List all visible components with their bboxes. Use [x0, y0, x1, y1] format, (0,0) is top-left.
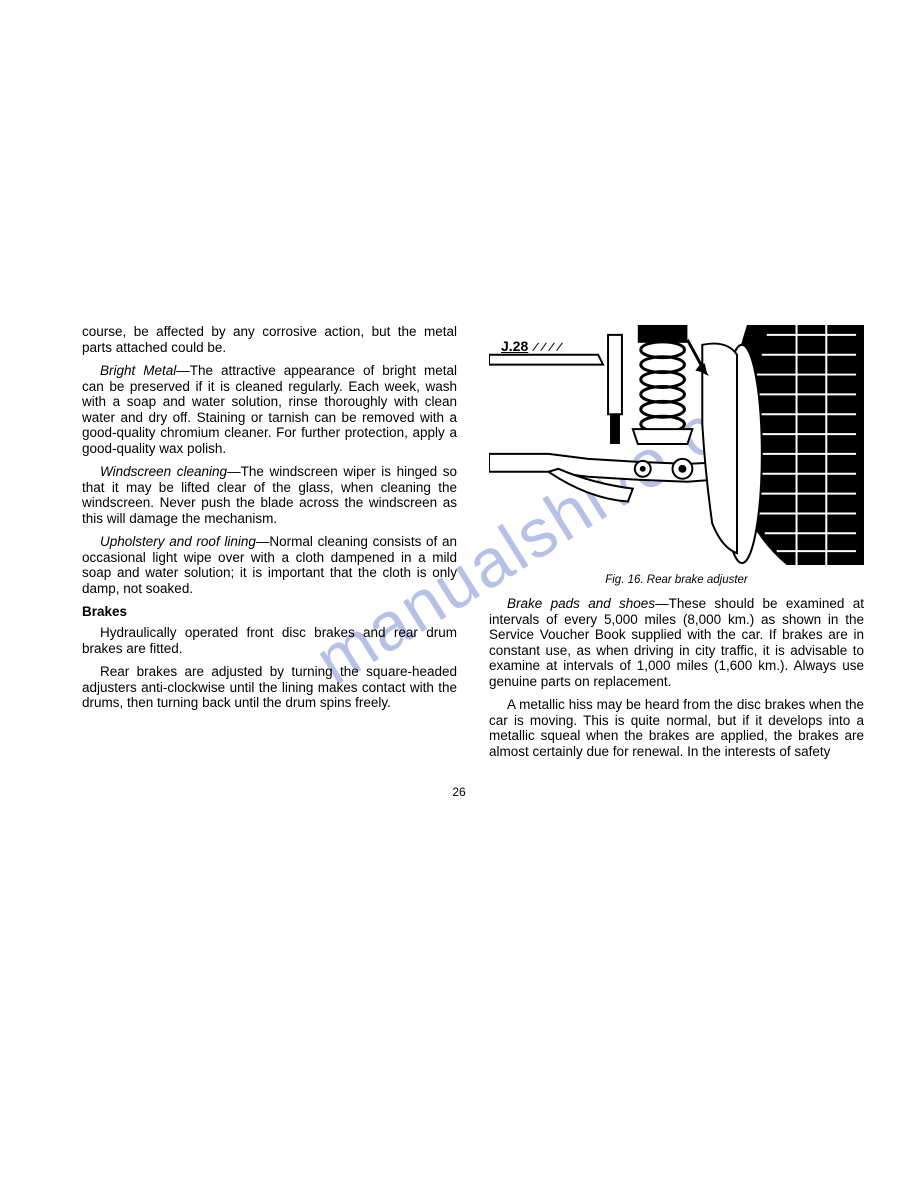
- lead-upholstery: Upholstery and roof lining: [100, 534, 256, 549]
- lead-brake-pads: Brake pads and shoes: [507, 596, 655, 611]
- paragraph-windscreen: Windscreen cleaning—The windscreen wiper…: [82, 464, 457, 526]
- paragraph-brakes-2: Rear brakes are adjusted by turning the …: [82, 664, 457, 711]
- heading-brakes: Brakes: [82, 604, 457, 619]
- left-column: course, be affected by any corrosive act…: [82, 324, 457, 767]
- paragraph-brake-pads: Brake pads and shoes—These should be exa…: [489, 596, 864, 689]
- page-number: 26: [452, 785, 465, 799]
- page-content: course, be affected by any corrosive act…: [82, 324, 864, 767]
- figure-label: J.28: [501, 338, 528, 354]
- brake-adjuster-illustration: [489, 324, 864, 566]
- right-column: J.28: [489, 324, 864, 767]
- paragraph-continuation: course, be affected by any corrosive act…: [82, 324, 457, 355]
- paragraph-bright-metal: Bright Metal—The attractive appearance o…: [82, 363, 457, 456]
- paragraph-brakes-1: Hydraulically operated front disc brakes…: [82, 625, 457, 656]
- paragraph-metallic-hiss: A metallic hiss may be heard from the di…: [489, 697, 864, 759]
- paragraph-upholstery: Upholstery and roof lining—Normal cleani…: [82, 534, 457, 596]
- figure-caption: Fig. 16. Rear brake adjuster: [489, 574, 864, 586]
- figure-rear-brake-adjuster: J.28: [489, 324, 864, 566]
- lead-windscreen: Windscreen cleaning: [100, 464, 227, 479]
- lead-bright-metal: Bright Metal: [100, 363, 176, 378]
